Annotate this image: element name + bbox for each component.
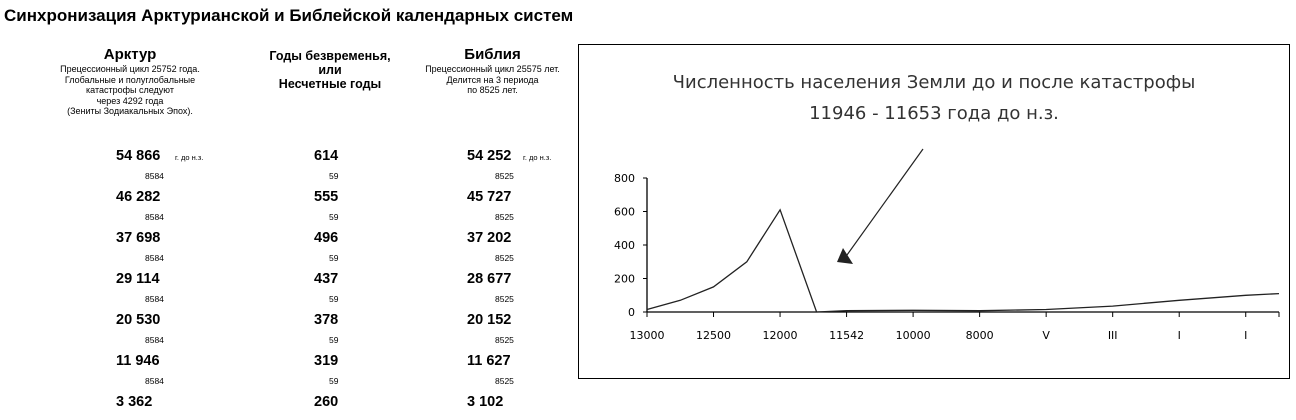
arcturus-year: 3 362 (116, 394, 153, 410)
x-tick-label: I (1244, 329, 1247, 342)
arcturus-year: 29 114 (116, 271, 160, 287)
annotation-arrow-head (837, 248, 853, 264)
timeless-year: 378 (314, 312, 339, 328)
timeless-header: Годы безвременья, или Несчетные годы (250, 49, 410, 91)
y-tick-label: 200 (614, 273, 635, 286)
bible-year: 37 202 (467, 230, 512, 246)
timeless-year: 319 (314, 353, 339, 369)
arcturus-interval: 8584 (145, 212, 164, 222)
timeless-name: Годы безвременья, или Несчетные годы (269, 49, 391, 91)
arcturus-interval: 8584 (145, 171, 164, 181)
arcturus-unit: г. до н.з. (175, 153, 204, 162)
x-tick-label: 12500 (696, 329, 731, 342)
timeless-interval: 59 (329, 212, 339, 222)
arcturus-sub: Прецессионный цикл 25752 года. Глобальны… (60, 64, 200, 116)
chart-subtitle: 11946 - 11653 года до н.з. (809, 103, 1059, 124)
arcturus-year: 46 282 (116, 189, 161, 205)
timeless-interval: 59 (329, 376, 339, 386)
bible-interval: 8525 (495, 171, 514, 181)
y-tick-label: 0 (628, 306, 635, 319)
chart-title: Численность населения Земли до и после к… (672, 72, 1196, 93)
arcturus-year: 11 946 (116, 353, 160, 369)
arcturus-year: 20 530 (116, 312, 161, 328)
arcturus-header: Арктур Прецессионный цикл 25752 года. Гл… (40, 46, 220, 117)
page-title: Синхронизация Арктурианской и Библейской… (4, 6, 574, 25)
arcturus-year: 54 866 (116, 148, 161, 164)
timeless-year: 496 (314, 230, 339, 246)
timeless-interval: 59 (329, 335, 339, 345)
x-tick-label: 8000 (966, 329, 994, 342)
timeless-interval: 59 (329, 253, 339, 263)
arcturus-year: 37 698 (116, 230, 161, 246)
bible-name: Библия (464, 46, 521, 63)
chart-plot: 0 200 400 600 800 13000 12500 12000 11542 10000 80… (614, 148, 1280, 342)
bible-interval: 8525 (495, 253, 514, 263)
timeless-interval: 59 (329, 294, 339, 304)
x-tick-label: III (1108, 329, 1118, 342)
x-tick-label: 12000 (763, 329, 798, 342)
x-tick-label: 13000 (630, 329, 665, 342)
timeless-year: 555 (314, 189, 339, 205)
bible-unit: г. до н.з. (523, 153, 552, 162)
y-tick-label: 400 (614, 239, 635, 252)
bible-year: 45 727 (467, 189, 512, 205)
timeless-year: 437 (314, 271, 339, 287)
bible-interval: 8525 (495, 335, 514, 345)
x-tick-label: V (1042, 329, 1050, 342)
x-tick-label: 11542 (829, 329, 864, 342)
arcturus-name: Арктур (103, 46, 157, 63)
timeless-year: 260 (314, 394, 339, 410)
bible-interval: 8525 (495, 212, 514, 222)
arcturus-interval: 8584 (145, 294, 164, 304)
arcturus-interval: 8584 (145, 376, 164, 386)
timeless-year: 614 (314, 148, 339, 164)
arcturus-interval: 8584 (145, 253, 164, 263)
bible-header: Библия Прецессионный цикл 25575 лет. Дел… (420, 46, 565, 96)
population-chart: Численность населения Земли до и после к… (578, 44, 1290, 379)
x-tick-label: I (1178, 329, 1181, 342)
arcturus-interval: 8584 (145, 335, 164, 345)
bible-sub: Прецессионный цикл 25575 лет. Делится на… (425, 64, 560, 95)
timeless-interval: 59 (329, 171, 339, 181)
bible-year: 11 627 (467, 353, 511, 369)
bible-year: 54 252 (467, 148, 512, 164)
y-tick-label: 600 (614, 206, 635, 219)
annotation-arrow-shaft (846, 148, 924, 256)
bible-interval: 8525 (495, 376, 514, 386)
bible-interval: 8525 (495, 294, 514, 304)
y-tick-label: 800 (614, 172, 635, 185)
bible-year: 20 152 (467, 312, 512, 328)
bible-year: 28 677 (467, 271, 512, 287)
series-line (646, 208, 1280, 313)
bible-year: 3 102 (467, 394, 504, 410)
x-tick-label: 10000 (896, 329, 931, 342)
